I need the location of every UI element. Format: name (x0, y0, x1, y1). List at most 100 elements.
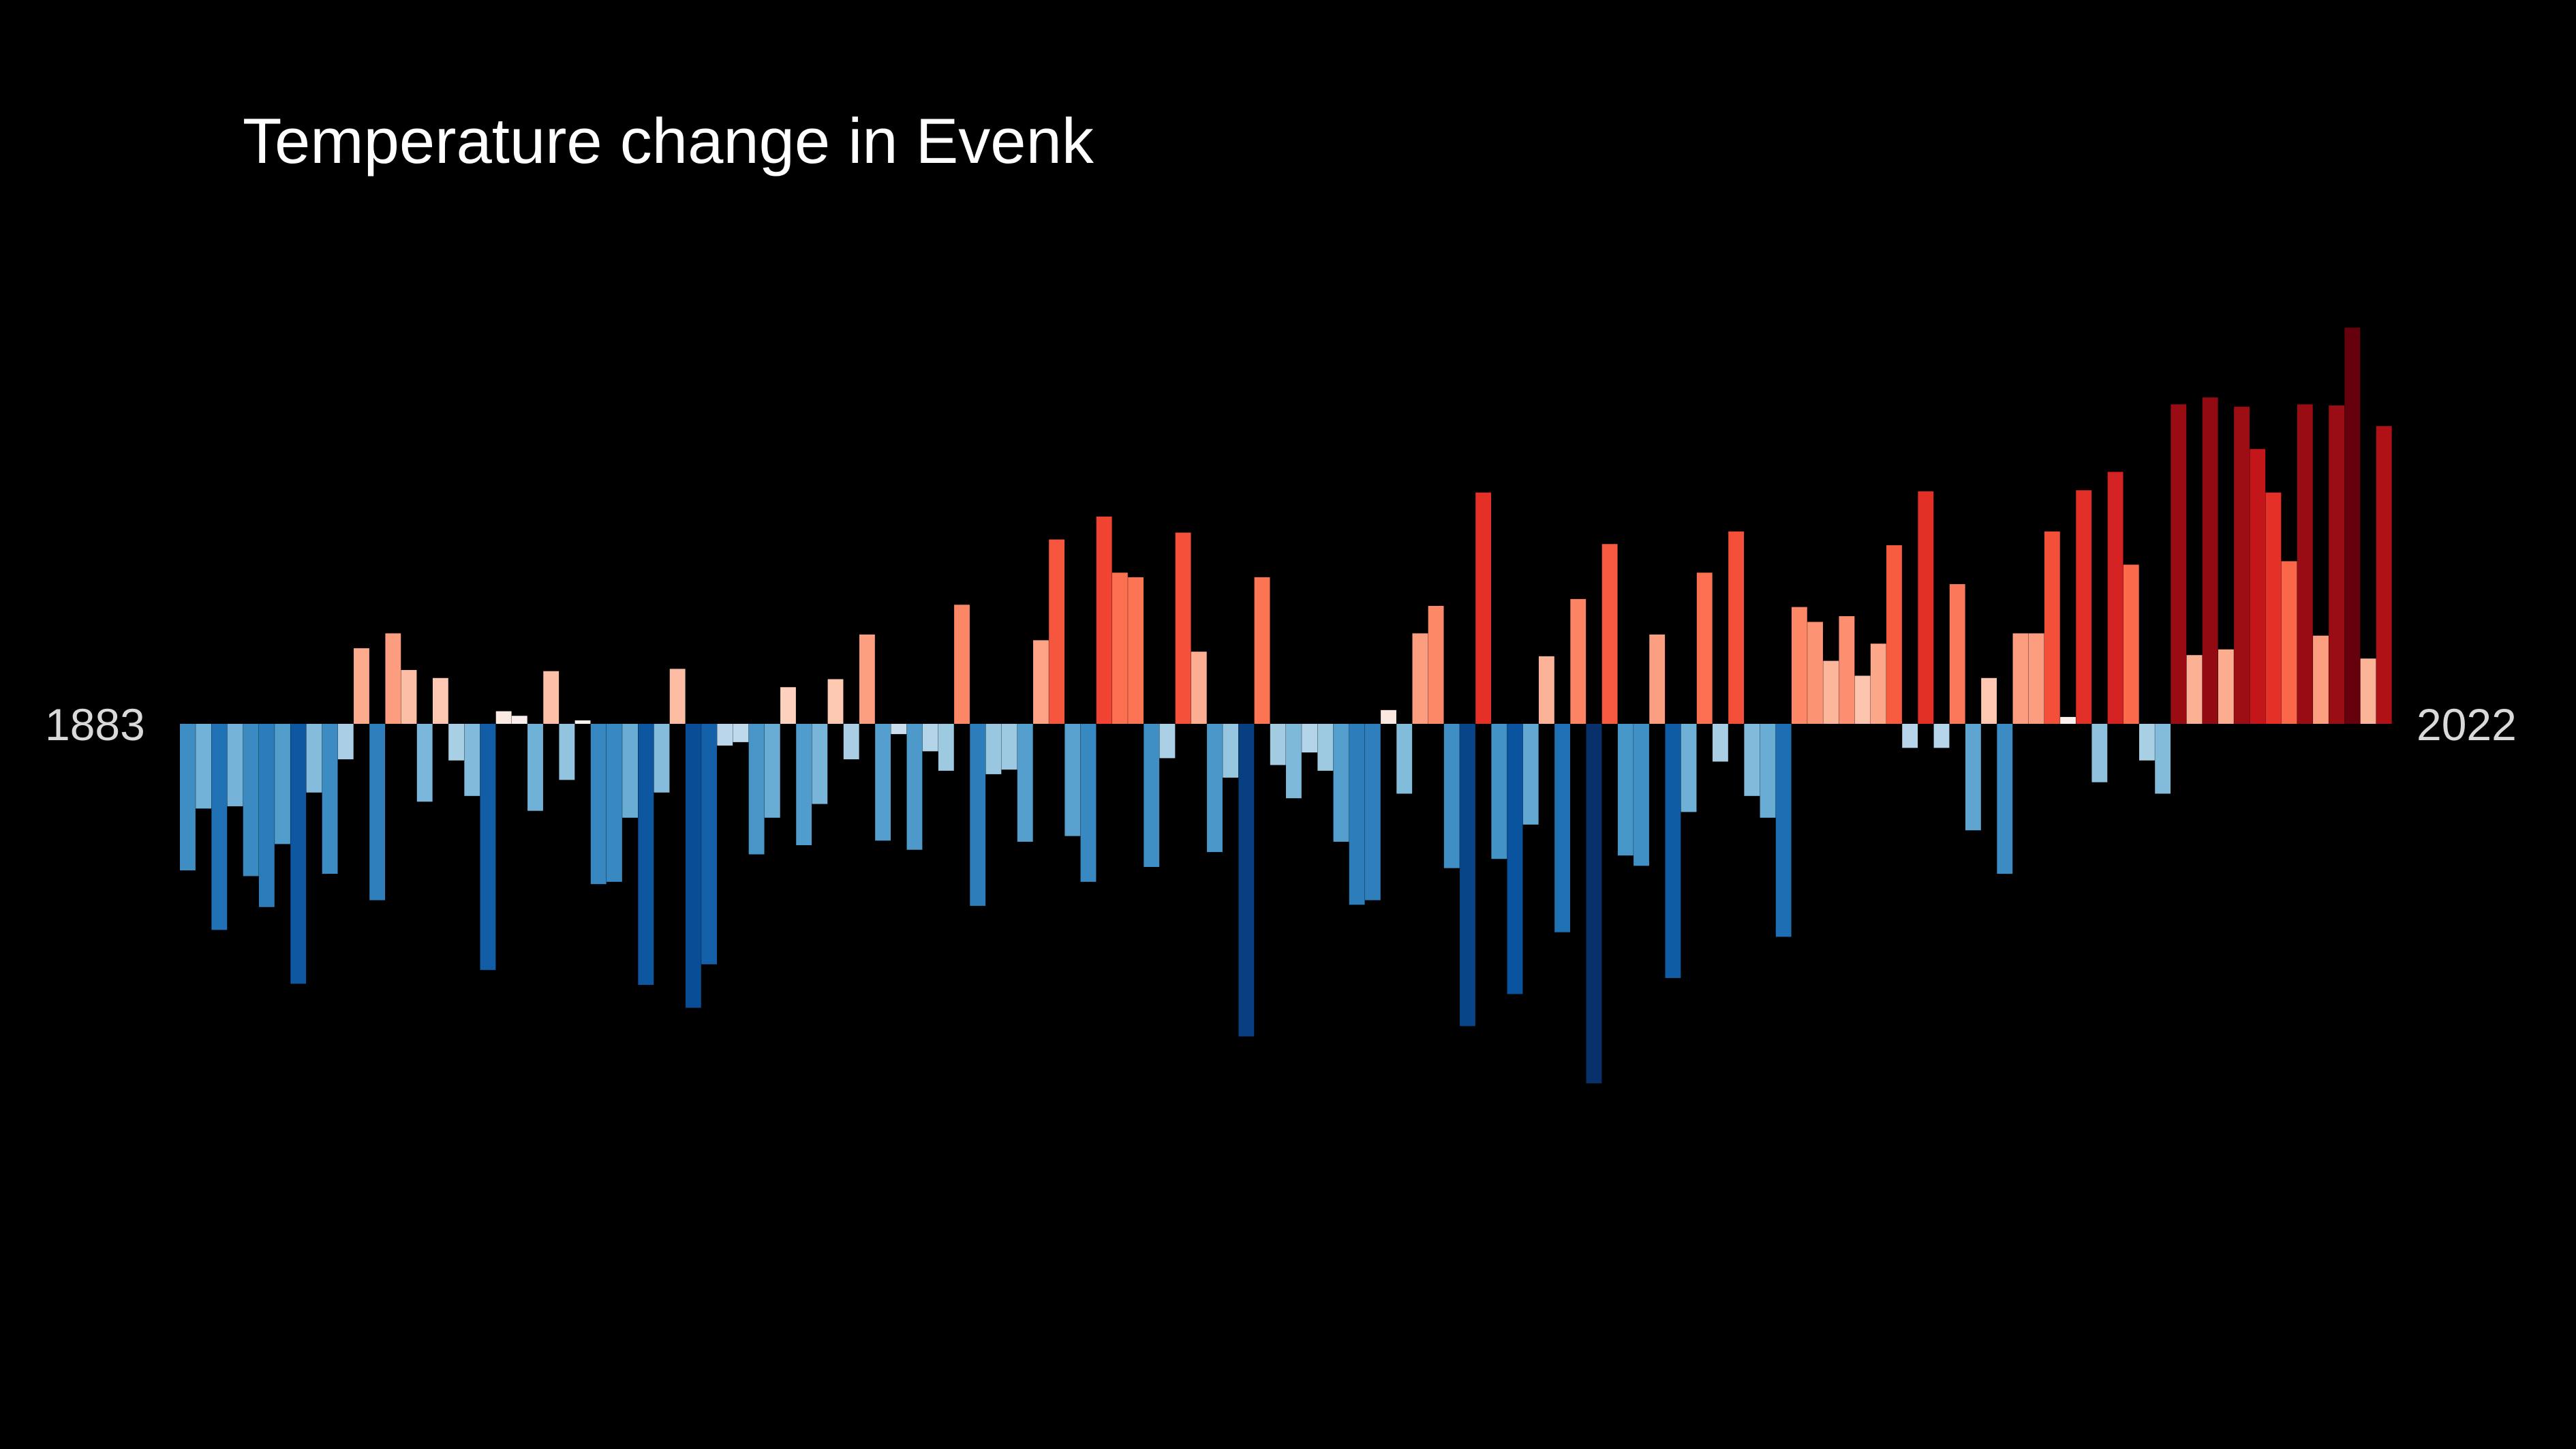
bar-1959 (1381, 710, 1396, 724)
bar-1892 (322, 724, 338, 874)
bar-1989 (1854, 675, 1871, 724)
end-year-label: 2022 (2417, 699, 2517, 750)
bar-1993 (1918, 491, 1934, 724)
bar-2011 (2202, 397, 2218, 724)
bar-1907 (559, 724, 575, 780)
bar-1995 (1949, 584, 1965, 724)
bar-1906 (543, 671, 559, 724)
bar-1956 (1333, 724, 1349, 842)
bar-2005 (2107, 472, 2123, 724)
bar-2016 (2281, 561, 2297, 724)
bar-1996 (1965, 724, 1981, 831)
bar-1933 (970, 724, 986, 906)
bar-1913 (654, 724, 670, 793)
bar-1997 (1981, 677, 1997, 724)
bar-1904 (511, 716, 527, 724)
bar-1950 (1238, 724, 1255, 1037)
bar-2003 (2076, 490, 2092, 724)
bar-1946 (1175, 532, 1191, 724)
bar-2019 (2329, 405, 2345, 724)
bar-1887 (243, 724, 259, 876)
bar-1987 (1823, 660, 1839, 724)
bar-1899 (432, 677, 448, 724)
chart-title: Temperature change in Evenk (243, 105, 1094, 177)
bar-1893 (337, 724, 354, 760)
bar-1976 (1649, 634, 1666, 724)
bar-1984 (1775, 724, 1792, 937)
bar-2001 (2044, 531, 2060, 724)
bar-1900 (448, 724, 464, 761)
bar-2010 (2186, 655, 2203, 724)
bar-1970 (1554, 724, 1570, 932)
bar-1884 (196, 724, 212, 809)
bar-1943 (1128, 577, 1144, 724)
bar-2021 (2360, 658, 2376, 724)
bar-2018 (2313, 635, 2329, 724)
bar-1922 (796, 724, 812, 846)
bar-1961 (1412, 633, 1428, 724)
bar-1954 (1302, 724, 1318, 752)
bar-2014 (2250, 448, 2266, 724)
bar-1966 (1491, 724, 1507, 859)
bar-1883 (180, 724, 196, 871)
bar-1965 (1475, 492, 1492, 724)
bar-1955 (1317, 724, 1334, 771)
bar-1986 (1807, 622, 1823, 724)
bar-1947 (1191, 652, 1207, 724)
bar-1940 (1080, 724, 1097, 882)
bar-1978 (1681, 724, 1697, 812)
bar-1934 (985, 724, 1002, 774)
bar-1891 (306, 724, 322, 793)
bar-1975 (1634, 724, 1649, 866)
bar-1898 (416, 724, 433, 802)
bar-1952 (1270, 724, 1286, 765)
bar-1935 (1001, 724, 1017, 770)
bar-1974 (1617, 724, 1634, 856)
bar-1890 (290, 724, 307, 984)
bar-1936 (1017, 724, 1033, 842)
bar-2004 (2091, 724, 2108, 782)
bar-1924 (827, 679, 844, 724)
bar-1941 (1096, 516, 1112, 724)
bar-1912 (638, 724, 654, 986)
bar-1979 (1696, 573, 1713, 724)
bar-1927 (875, 724, 891, 841)
bar-1915 (685, 724, 701, 1008)
bar-1937 (1033, 640, 1049, 724)
bar-1910 (607, 724, 622, 882)
bar-1945 (1159, 724, 1176, 759)
bar-2009 (2171, 404, 2187, 724)
bar-1990 (1870, 643, 1886, 724)
bar-1911 (622, 724, 639, 818)
bar-2006 (2123, 564, 2139, 724)
bar-1951 (1254, 577, 1270, 724)
bar-1929 (906, 724, 923, 850)
bar-2000 (2028, 633, 2044, 724)
bar-1991 (1886, 545, 1902, 724)
bar-1901 (464, 724, 480, 796)
bar-1983 (1760, 724, 1776, 818)
bar-1917 (717, 724, 733, 746)
bar-2013 (2234, 406, 2250, 724)
bar-1972 (1586, 724, 1602, 1084)
bar-1908 (574, 720, 591, 724)
bar-1985 (1791, 607, 1807, 724)
bar-2015 (2265, 492, 2282, 724)
bar-1918 (733, 724, 749, 742)
bar-1977 (1665, 724, 1681, 978)
bar-1949 (1223, 724, 1239, 778)
bar-1988 (1839, 616, 1855, 724)
bar-1944 (1144, 724, 1160, 867)
bar-1969 (1538, 656, 1554, 724)
bar-1903 (495, 711, 512, 724)
bar-2007 (2139, 724, 2155, 761)
bar-1923 (812, 724, 828, 804)
bar-1885 (211, 724, 228, 930)
bar-1994 (1933, 724, 1950, 748)
bar-1896 (385, 633, 401, 724)
bar-1914 (669, 669, 686, 724)
bar-1992 (1902, 724, 1918, 748)
bar-1932 (954, 605, 970, 724)
bar-2017 (2297, 404, 2313, 724)
